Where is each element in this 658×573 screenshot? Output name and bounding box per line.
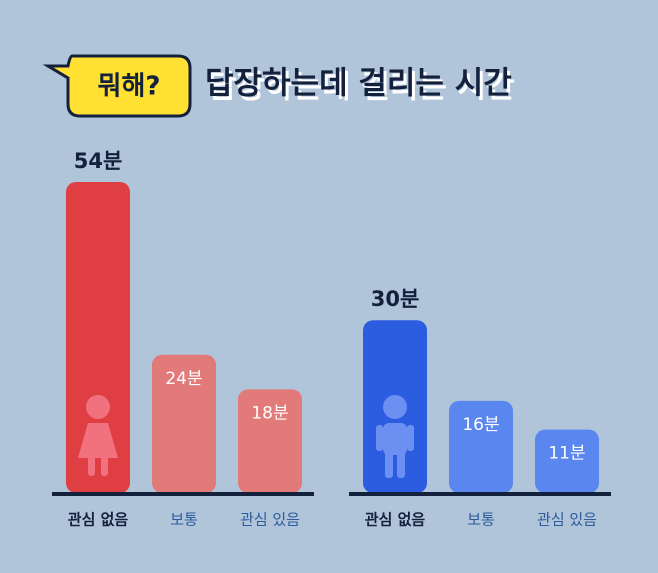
bar [238, 389, 302, 493]
x-tick-label: 관심 있음 [240, 511, 300, 529]
woman-icon [78, 395, 118, 476]
value-label: 30분 [371, 287, 420, 311]
x-tick-label: 관심 없음 [365, 511, 426, 529]
value-label: 16분 [462, 415, 499, 435]
chart-title: 답장하는데 걸리는 시간 [205, 66, 512, 102]
value-label: 24분 [165, 369, 202, 389]
x-tick-label: 보통 [467, 511, 495, 529]
value-label: 54분 [74, 149, 123, 173]
man-icon [376, 395, 414, 478]
bar [535, 429, 599, 493]
x-tick-label: 관심 있음 [537, 511, 597, 529]
bar [449, 400, 513, 493]
value-label: 11분 [548, 444, 585, 464]
x-tick-label: 보통 [170, 511, 198, 529]
badge-text: 뭐해? [98, 72, 161, 102]
title-shadow: 답장하는데 걸리는 시간 [208, 70, 515, 106]
badge: 뭐해? [42, 54, 192, 118]
x-tick-label: 관심 없음 [68, 511, 129, 529]
bar [152, 354, 216, 493]
bar [66, 181, 130, 493]
value-label: 18분 [251, 403, 288, 423]
